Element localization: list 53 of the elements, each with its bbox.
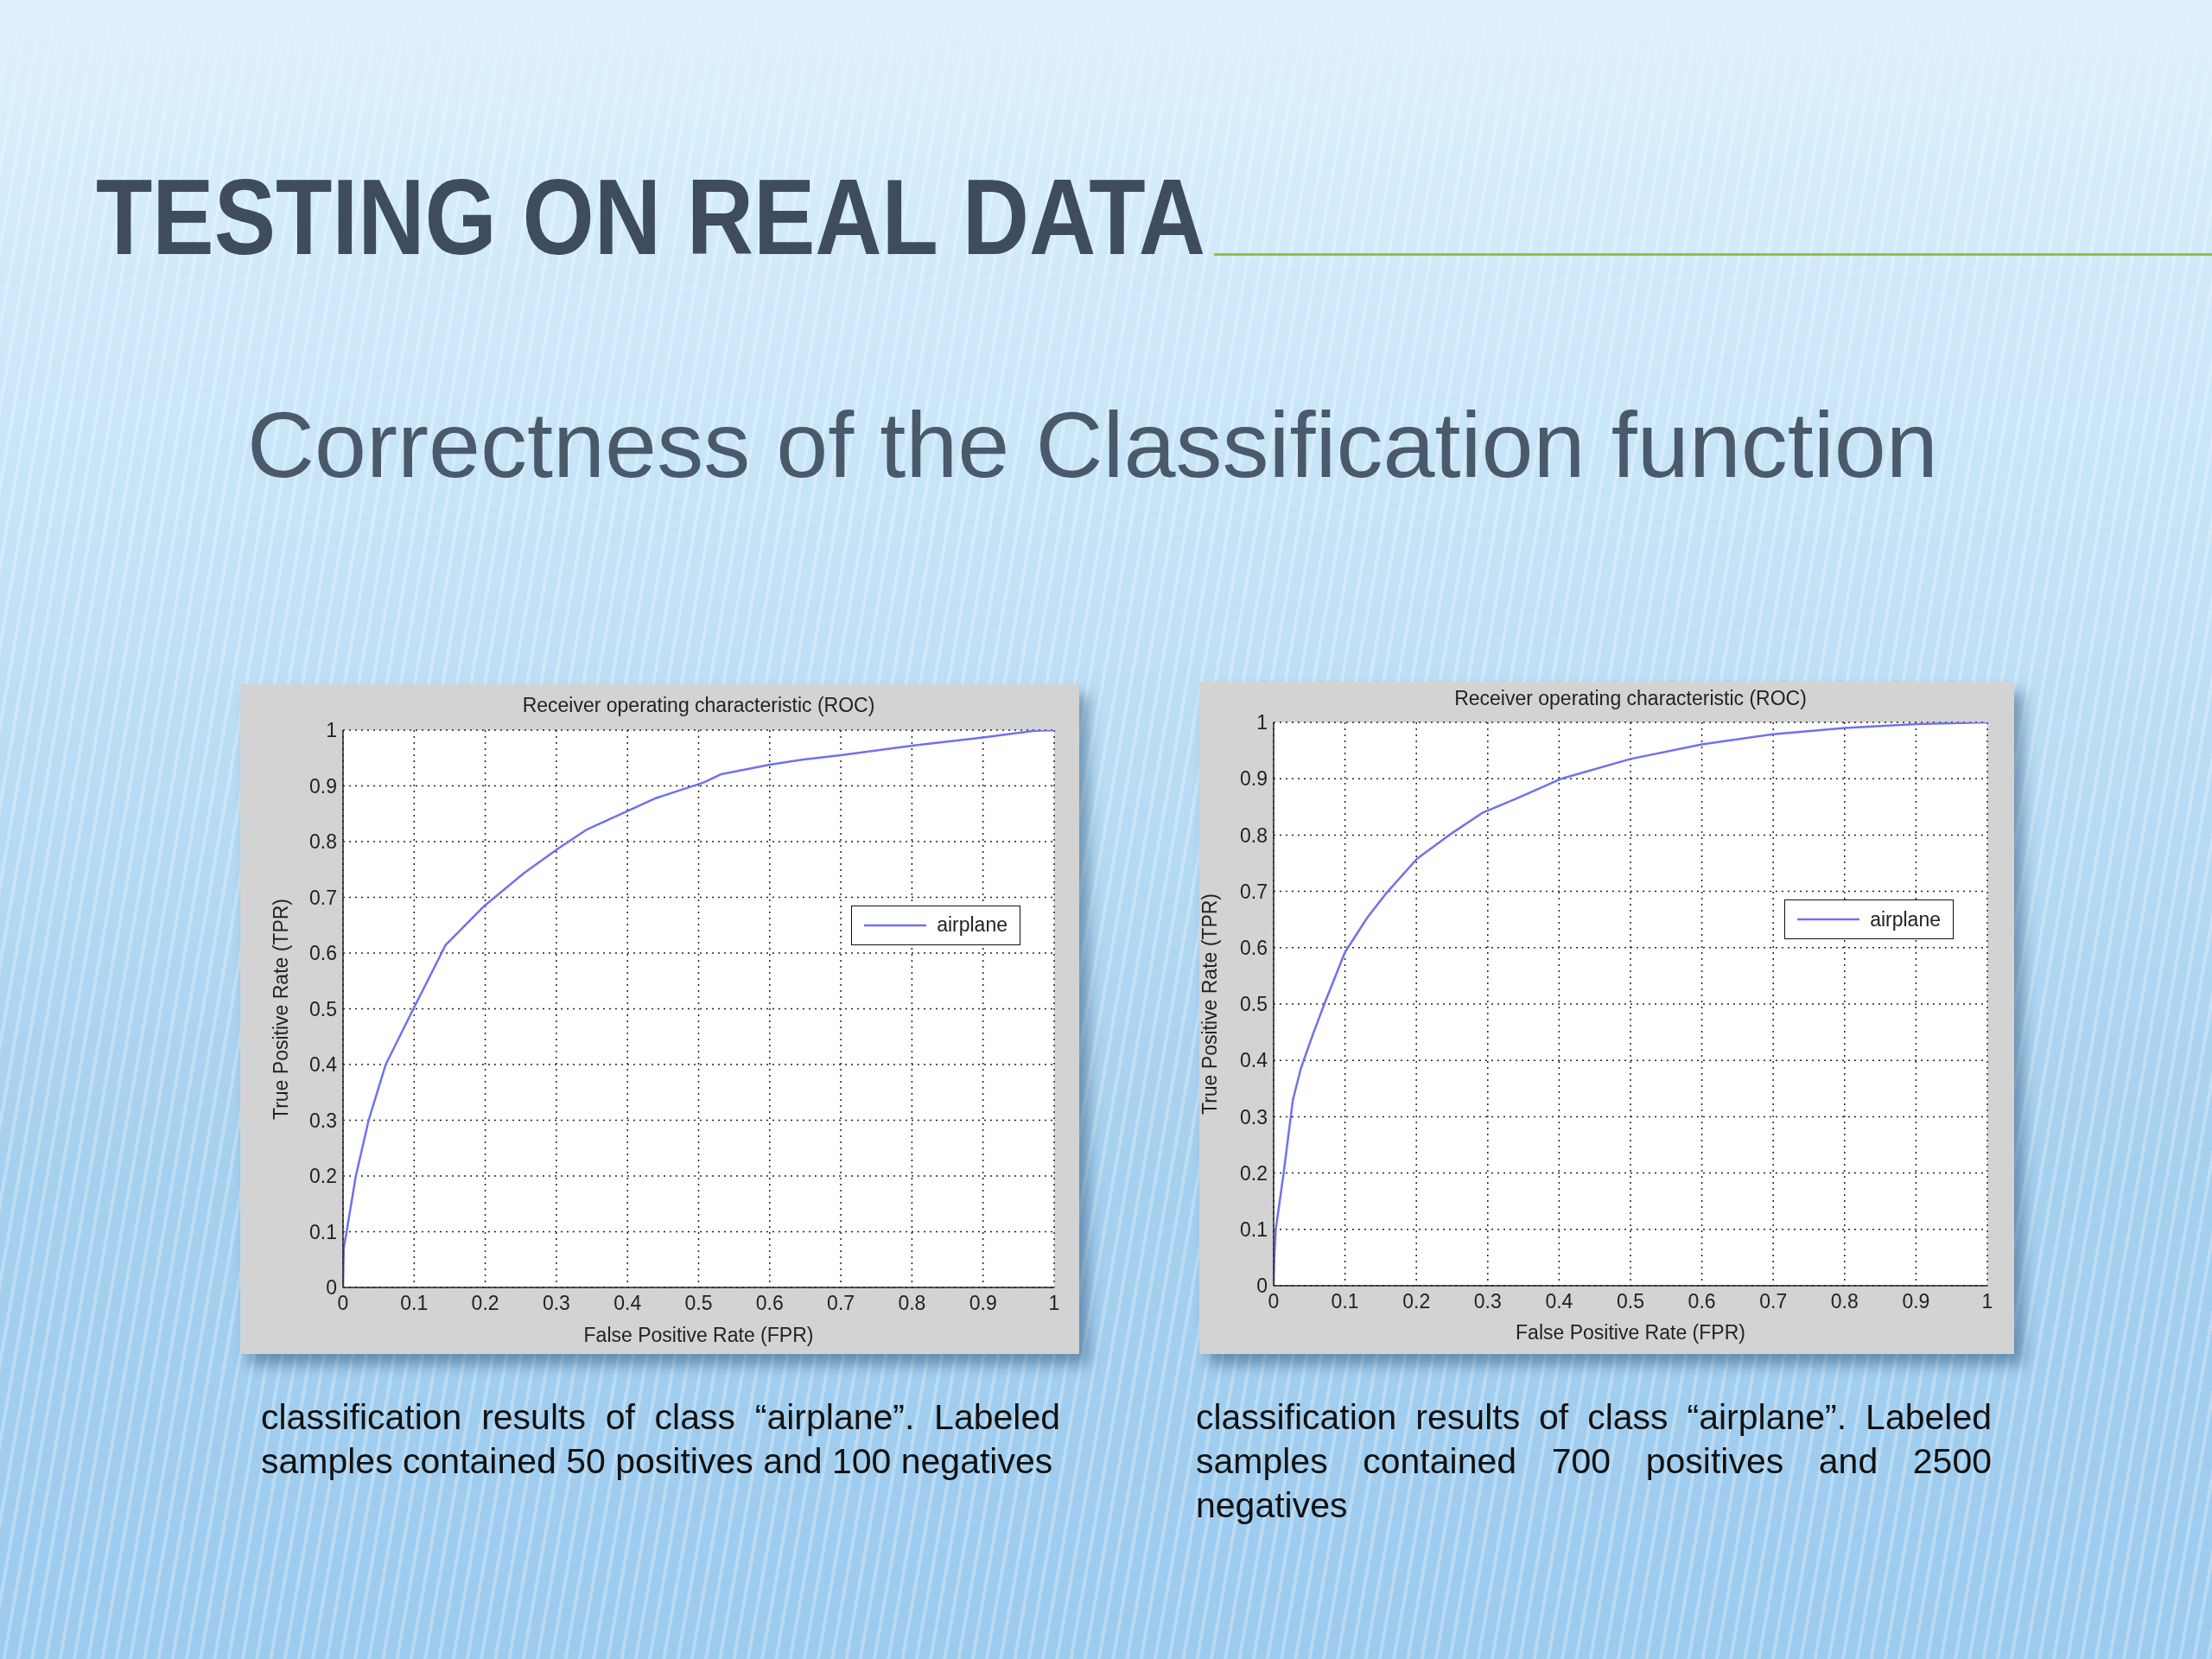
y-tick-label: 0.2	[309, 1165, 337, 1188]
y-axis-title: True Positive Rate (TPR)	[270, 898, 292, 1120]
y-tick-label: 0.8	[1240, 823, 1268, 847]
y-tick-label: 0.3	[1240, 1105, 1268, 1128]
y-tick-label: 0.5	[1240, 993, 1268, 1016]
text: classification results of class “airplane”. Labeled samples contained 50 positives and 100 negatives	[261, 1396, 1060, 1483]
x-tick-label: 0.6	[1688, 1290, 1716, 1313]
x-tick-label: 0.4	[613, 1292, 642, 1315]
text: classification results of class “airplane”. Labeled samples contained 700 positives and 2500 negatives	[1196, 1396, 1992, 1527]
text: TESTING ON REAL DATA	[96, 156, 1205, 276]
y-tick-label: 0.6	[1240, 936, 1268, 959]
y-axis-title: True Positive Rate (TPR)	[1198, 893, 1221, 1116]
x-tick-label: 0.9	[1902, 1290, 1930, 1313]
x-tick-label: 0.8	[898, 1292, 926, 1315]
x-tick-label: 0.5	[684, 1292, 713, 1315]
x-tick-label: 0.7	[827, 1292, 855, 1315]
x-tick-label: 0.3	[1473, 1290, 1502, 1313]
x-tick-label: 0.2	[1402, 1290, 1431, 1313]
x-tick-label: 0.5	[1617, 1290, 1644, 1313]
y-tick-label: 0.1	[1240, 1217, 1268, 1241]
y-tick-label: 0	[1256, 1274, 1268, 1298]
y-tick-label: 0.6	[309, 942, 337, 965]
y-tick-label: 0.5	[309, 997, 337, 1020]
text: Correctness of the Classification function	[247, 392, 1938, 497]
x-tick-label: 0.9	[969, 1292, 997, 1315]
x-axis-title: False Positive Rate (FPR)	[582, 1323, 815, 1347]
y-tick-label: 0.1	[309, 1220, 337, 1243]
y-tick-label: 0.4	[1240, 1049, 1268, 1072]
x-axis-title: False Positive Rate (FPR)	[1515, 1320, 1746, 1344]
y-tick-label: 0.9	[309, 774, 337, 798]
x-tick-label: 0.8	[1830, 1290, 1859, 1313]
y-tick-label: 0.4	[309, 1053, 338, 1077]
y-tick-label: 1	[1256, 711, 1268, 734]
x-tick-label: 0.1	[400, 1292, 429, 1315]
x-tick-label: 0.1	[1331, 1290, 1359, 1313]
x-tick-label: 0.4	[1545, 1290, 1573, 1313]
legend-label: airplane	[1870, 907, 1941, 931]
x-tick-label: 1	[1981, 1290, 1993, 1313]
y-tick-label: 0.2	[1240, 1161, 1268, 1185]
y-tick-label: 0.3	[309, 1109, 337, 1132]
x-tick-label: 0.7	[1759, 1290, 1788, 1313]
y-tick-label: 1	[326, 719, 337, 742]
x-tick-label: 0.6	[755, 1292, 784, 1315]
legend-label: airplane	[937, 913, 1007, 938]
y-tick-label: 0.8	[309, 830, 337, 854]
y-tick-label: 0.7	[1240, 880, 1268, 903]
y-tick-label: 0.7	[309, 886, 337, 909]
chart-title: Receiver operating characteristic (ROC)	[1453, 686, 1808, 710]
x-tick-label: 1	[1048, 1292, 1060, 1315]
x-tick-label: 0.3	[542, 1292, 570, 1315]
chart-title: Receiver operating characteristic (ROC)	[521, 693, 876, 717]
x-tick-label: 0.2	[471, 1292, 499, 1315]
y-tick-label: 0.9	[1240, 767, 1268, 791]
